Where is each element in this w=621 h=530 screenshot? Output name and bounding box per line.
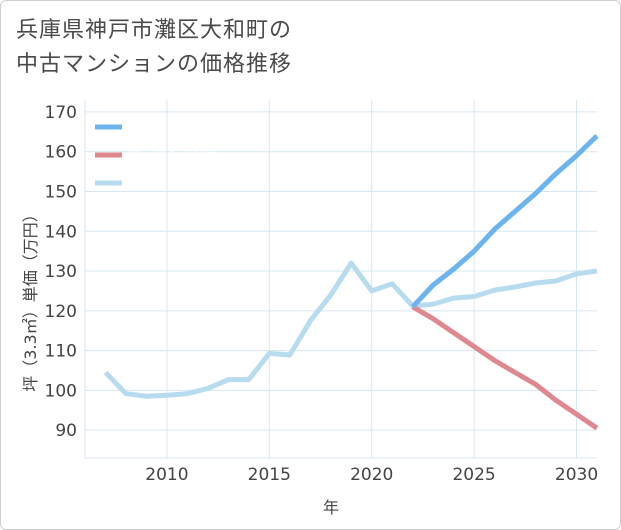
- legend-label-1: バッドシナリオ: [128, 149, 219, 164]
- x-tick-label-2015: 2015: [248, 465, 291, 485]
- series-line-2: [103, 260, 598, 399]
- series-line-0: [410, 134, 599, 309]
- x-tick-label-2010: 2010: [145, 465, 188, 485]
- y-tick-label-140: 140: [45, 222, 77, 242]
- y-axis-label: 坪（3.3㎡）単価（万円）: [21, 206, 40, 391]
- y-tick-label-110: 110: [45, 342, 77, 362]
- x-tick-label-2020: 2020: [350, 465, 393, 485]
- legend-label-0: グッドシナリオ: [128, 121, 219, 136]
- y-tick-label-90: 90: [55, 421, 77, 441]
- series-line-1: [411, 304, 599, 431]
- y-tick-label-150: 150: [45, 182, 77, 202]
- legend-label-2: ノーマルシナリオ: [128, 177, 232, 192]
- y-tick-label-160: 160: [45, 143, 77, 163]
- x-tick-label-2025: 2025: [452, 465, 495, 485]
- y-tick-label-130: 130: [45, 262, 77, 282]
- chart-title: 兵庫県神戸市灘区大和町の 中古マンションの価格推移: [16, 14, 436, 82]
- y-tick-label-120: 120: [45, 302, 77, 322]
- x-tick-label-2030: 2030: [555, 465, 598, 485]
- y-tick-label-100: 100: [45, 381, 77, 401]
- x-axis-label: 年: [323, 498, 339, 517]
- chart-title-line2: 中古マンションの価格推移: [16, 52, 293, 77]
- y-tick-label-170: 170: [45, 103, 77, 123]
- chart-title-line1: 兵庫県神戸市灘区大和町の: [16, 18, 293, 43]
